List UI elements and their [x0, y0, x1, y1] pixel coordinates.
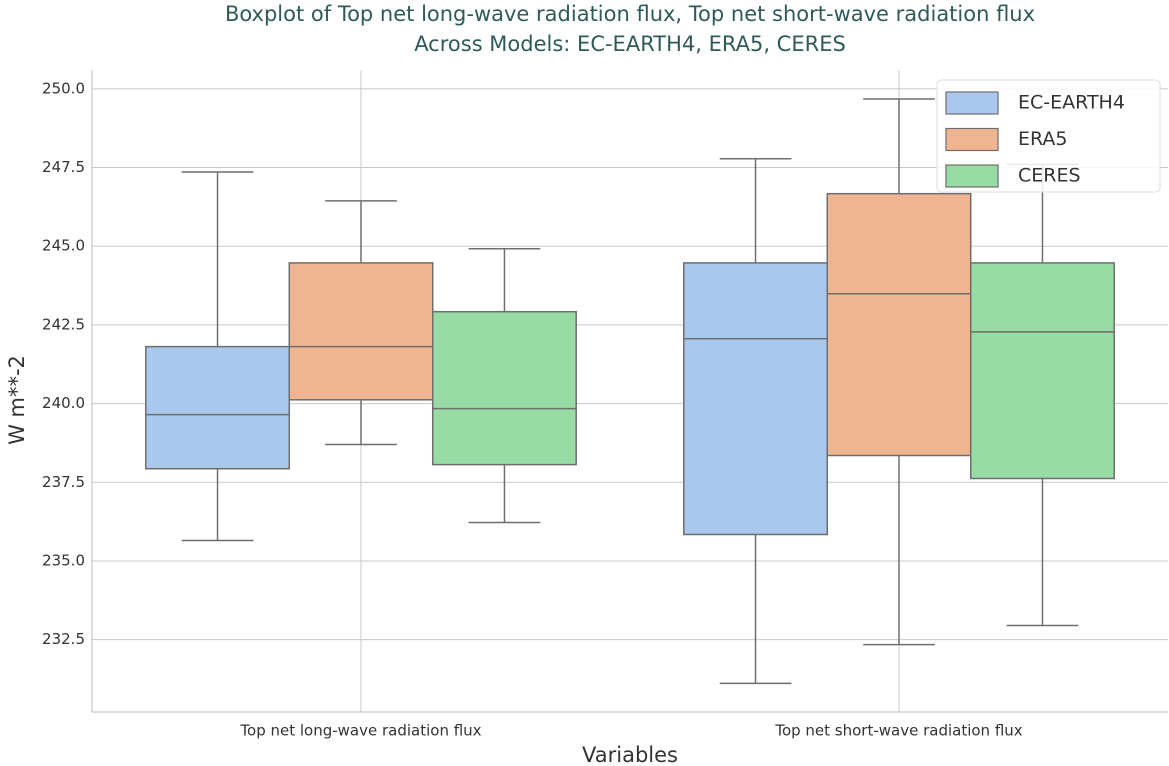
- legend-label: EC-EARTH4: [1018, 92, 1125, 114]
- legend-swatch: [945, 127, 999, 152]
- y-tick-label: 250.0: [42, 79, 85, 97]
- box: [826, 192, 972, 457]
- y-tick-label: 247.5: [42, 158, 85, 176]
- box: [431, 310, 577, 466]
- x-axis-title: Variables: [582, 743, 678, 766]
- legend-label: CERES: [1018, 165, 1081, 187]
- x-tick-label: Top net short-wave radiation flux: [774, 722, 1022, 740]
- chart-title: Across Models: EC-EARTH4, ERA5, CERES: [414, 32, 846, 56]
- box: [683, 262, 829, 536]
- box: [969, 262, 1115, 480]
- box: [145, 345, 291, 470]
- y-tick-label: 245.0: [42, 237, 85, 255]
- y-axis-title: W m**-2: [5, 355, 29, 445]
- y-tick-label: 232.5: [42, 630, 85, 648]
- legend-label: ERA5: [1018, 128, 1068, 150]
- legend-swatch: [945, 91, 999, 115]
- y-tick-label: 240.0: [42, 394, 85, 412]
- x-tick-label: Top net long-wave radiation flux: [239, 722, 481, 740]
- box: [288, 262, 434, 401]
- y-tick-label: 237.5: [42, 473, 85, 491]
- y-tick-label: 242.5: [42, 315, 85, 333]
- chart-title: Boxplot of Top net long-wave radiation f…: [225, 2, 1035, 26]
- legend-swatch: [945, 164, 999, 188]
- y-tick-label: 235.0: [42, 551, 85, 569]
